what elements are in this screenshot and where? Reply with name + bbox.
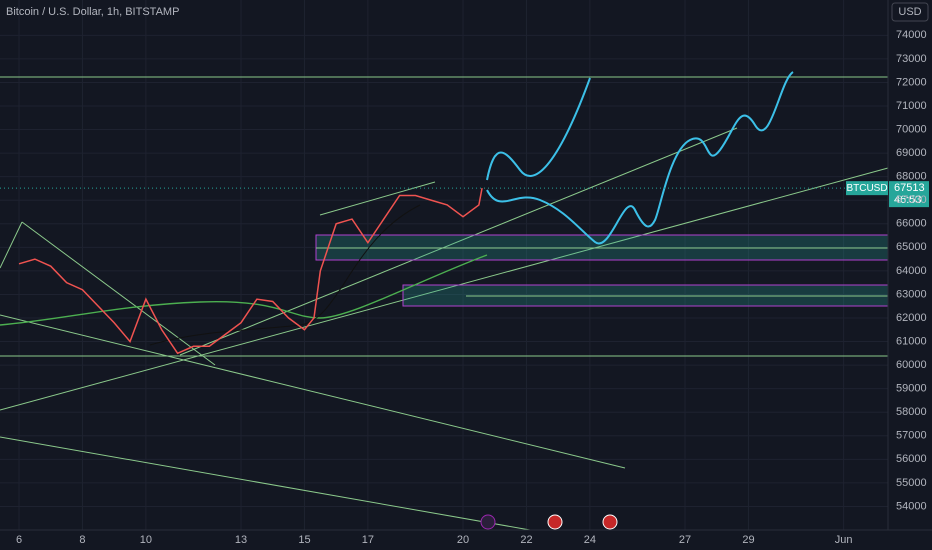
currency-label: USD — [898, 6, 921, 18]
projection — [486, 77, 591, 181]
trend-line — [0, 167, 889, 411]
y-tick-label: 69000 — [896, 147, 927, 159]
y-tick-label: 64000 — [896, 265, 927, 277]
x-tick-label: 20 — [457, 534, 469, 546]
y-tick-label: 55000 — [896, 477, 927, 489]
x-tick-label: 6 — [16, 534, 22, 546]
trend-line — [0, 314, 626, 469]
price-box — [889, 181, 929, 208]
price-line — [18, 187, 483, 355]
y-tick-label: 63000 — [896, 288, 927, 300]
x-tick-label: 10 — [140, 534, 152, 546]
x-tick-label: 22 — [520, 534, 532, 546]
y-tick-label: 68000 — [896, 171, 927, 183]
y-tick-label: 62000 — [896, 312, 927, 324]
countdown-label: 46:53 — [894, 194, 922, 206]
x-tick-label: 8 — [79, 534, 85, 546]
currency-button[interactable] — [891, 2, 929, 22]
y-tick-label: 74000 — [896, 29, 927, 41]
x-tick-label: 24 — [584, 534, 596, 546]
y-tick-label: 56000 — [896, 453, 927, 465]
trend-line — [319, 181, 436, 216]
y-tick-label: 57000 — [896, 430, 927, 442]
x-tick-label: Jun — [835, 534, 853, 546]
y-tick-label: 71000 — [896, 100, 927, 112]
moving-average — [0, 254, 488, 326]
event-icon[interactable] — [602, 514, 618, 530]
symbol-box — [846, 181, 888, 196]
event-icon[interactable] — [547, 514, 563, 530]
series — [18, 187, 483, 355]
moving-average — [149, 204, 421, 346]
projection — [486, 71, 794, 245]
chart-title: Bitcoin / U.S. Dollar, 1h, BITSTAMP — [6, 6, 179, 18]
x-tick-label: 29 — [742, 534, 754, 546]
x-tick-label: 15 — [298, 534, 310, 546]
y-tick-label: 67000 — [896, 194, 927, 206]
price-label: 67513 — [894, 182, 925, 194]
y-tick-label: 60000 — [896, 359, 927, 371]
y-tick-label: 65000 — [896, 241, 927, 253]
y-tick-label: 54000 — [896, 500, 927, 512]
trend-line — [0, 221, 23, 269]
y-tick-label: 58000 — [896, 406, 927, 418]
y-tick-label: 66000 — [896, 218, 927, 230]
trend-line — [21, 221, 216, 366]
y-tick-label: 61000 — [896, 335, 927, 347]
trend-line — [0, 436, 531, 531]
y-tick-label: 70000 — [896, 123, 927, 135]
y-tick-label: 73000 — [896, 53, 927, 65]
y-tick-label: 72000 — [896, 76, 927, 88]
x-tick-label: 27 — [679, 534, 691, 546]
grid — [0, 0, 888, 530]
y-tick-label: 59000 — [896, 383, 927, 395]
event-icon[interactable] — [480, 514, 496, 530]
trend-line — [179, 127, 738, 356]
drawings — [0, 71, 889, 531]
x-tick-label: 17 — [362, 534, 374, 546]
symbol-label: BTCUSD — [846, 183, 887, 194]
x-tick-label: 13 — [235, 534, 247, 546]
